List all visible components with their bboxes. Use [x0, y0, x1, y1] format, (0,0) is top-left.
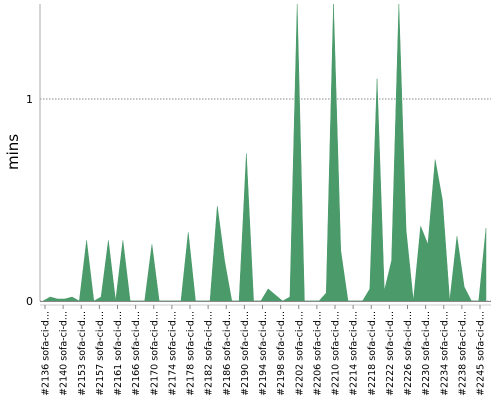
x-tick-label-20: #2226 sofa-ci-d... — [403, 311, 414, 396]
x-tick-label-19: #2222 sofa-ci-d... — [385, 311, 396, 396]
axis-layer — [39, 4, 491, 306]
x-tick-label-4: #2161 sofa-ci-d... — [113, 311, 124, 396]
x-tick-label-11: #2190 sofa-ci-d... — [240, 311, 251, 396]
x-tick-label-0: #2136 sofa-ci-d... — [41, 311, 52, 396]
x-tick-label-21: #2230 sofa-ci-d... — [421, 311, 432, 396]
x-tick-label-22: #2234 sofa-ci-d... — [439, 311, 450, 396]
x-tick-label-13: #2198 sofa-ci-d... — [276, 311, 287, 396]
x-tick-label-7: #2174 sofa-ci-d... — [167, 311, 178, 396]
y-axis-title: mins — [4, 134, 22, 170]
x-tick-label-2: #2153 sofa-ci-d... — [77, 311, 88, 396]
x-tick-label-14: #2202 sofa-ci-d... — [294, 311, 305, 396]
x-tick-label-16: #2210 sofa-ci-d... — [331, 311, 342, 396]
x-tick-label-17: #2214 sofa-ci-d... — [349, 311, 360, 396]
x-tick-label-15: #2206 sofa-ci-d... — [312, 311, 323, 396]
x-tick-label-5: #2166 sofa-ci-d... — [131, 311, 142, 396]
x-tick-label-23: #2238 sofa-ci-d... — [457, 311, 468, 396]
x-tick-label-8: #2178 sofa-ci-d... — [186, 311, 197, 396]
x-tick-label-10: #2186 sofa-ci-d... — [222, 311, 233, 396]
y-tick-label-0: 0 — [26, 295, 33, 308]
series-layer — [42, 3, 487, 302]
x-tick-label-1: #2140 sofa-ci-d... — [59, 311, 70, 396]
x-tick-label-3: #2157 sofa-ci-d... — [95, 311, 106, 396]
y-tick-label-1: 1 — [26, 93, 33, 106]
x-tick-label-18: #2218 sofa-ci-d... — [367, 311, 378, 396]
x-tick-label-12: #2194 sofa-ci-d... — [258, 311, 269, 396]
x-tick-labels: #2136 sofa-ci-d... #2140 sofa-ci-d... #215… — [41, 305, 487, 396]
x-tick-label-6: #2170 sofa-ci-d... — [149, 311, 160, 396]
x-tick-label-9: #2182 sofa-ci-d... — [204, 311, 215, 396]
x-tick-label-24: #2245 sofa-ci-d... — [476, 311, 487, 396]
y-tick-labels: 01 — [26, 93, 33, 308]
series-area — [42, 3, 487, 302]
